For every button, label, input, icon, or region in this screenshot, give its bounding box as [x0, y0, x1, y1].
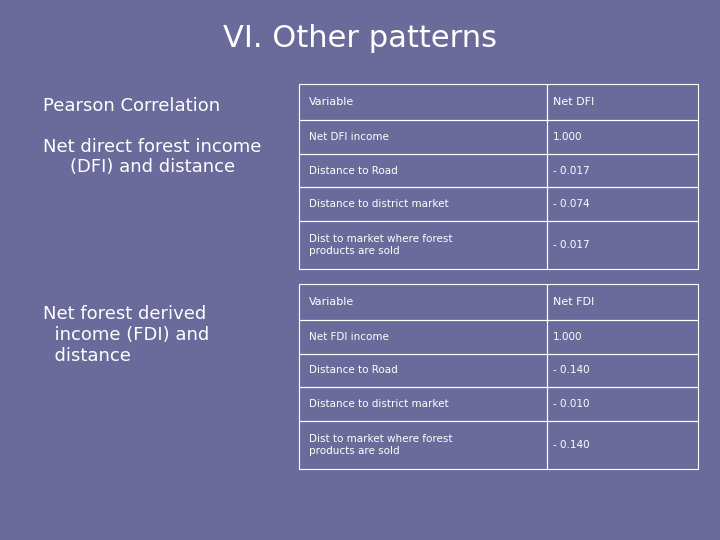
- Bar: [299, 84, 546, 120]
- Bar: [299, 154, 546, 187]
- Bar: [299, 421, 546, 469]
- Text: Net forest derived
  income (FDI) and
  distance: Net forest derived income (FDI) and dist…: [43, 305, 210, 364]
- Text: 1.000: 1.000: [553, 132, 582, 142]
- Text: Variable: Variable: [309, 297, 354, 307]
- Text: 1.000: 1.000: [553, 332, 582, 342]
- Text: - 0.140: - 0.140: [553, 440, 589, 450]
- Bar: [546, 120, 698, 154]
- Text: Net DFI income: Net DFI income: [309, 132, 389, 142]
- Text: Dist to market where forest
products are sold: Dist to market where forest products are…: [309, 434, 452, 456]
- Text: - 0.017: - 0.017: [553, 166, 589, 176]
- Bar: [546, 320, 698, 354]
- Bar: [299, 120, 546, 154]
- Text: Net DFI: Net DFI: [553, 97, 594, 107]
- Text: Net FDI income: Net FDI income: [309, 332, 389, 342]
- Text: Distance to district market: Distance to district market: [309, 399, 449, 409]
- Text: Variable: Variable: [309, 97, 354, 107]
- Bar: [299, 187, 546, 221]
- Bar: [299, 354, 546, 387]
- Text: - 0.017: - 0.017: [553, 240, 589, 250]
- Bar: [546, 284, 698, 320]
- Bar: [546, 84, 698, 120]
- Text: Distance to Road: Distance to Road: [309, 166, 397, 176]
- Bar: [546, 154, 698, 187]
- Bar: [546, 221, 698, 269]
- Text: Net FDI: Net FDI: [553, 297, 594, 307]
- Bar: [546, 421, 698, 469]
- Text: - 0.074: - 0.074: [553, 199, 589, 209]
- Text: - 0.140: - 0.140: [553, 366, 589, 375]
- Bar: [546, 387, 698, 421]
- Bar: [546, 187, 698, 221]
- Text: Dist to market where forest
products are sold: Dist to market where forest products are…: [309, 234, 452, 256]
- Text: Distance to district market: Distance to district market: [309, 199, 449, 209]
- Text: Net direct forest income
(DFI) and distance: Net direct forest income (DFI) and dista…: [43, 138, 261, 177]
- Bar: [299, 284, 546, 320]
- Text: VI. Other patterns: VI. Other patterns: [223, 24, 497, 53]
- Bar: [546, 354, 698, 387]
- Bar: [299, 221, 546, 269]
- Bar: [299, 387, 546, 421]
- Text: Pearson Correlation: Pearson Correlation: [43, 97, 220, 115]
- Text: Distance to Road: Distance to Road: [309, 366, 397, 375]
- Text: - 0.010: - 0.010: [553, 399, 589, 409]
- Bar: [299, 320, 546, 354]
